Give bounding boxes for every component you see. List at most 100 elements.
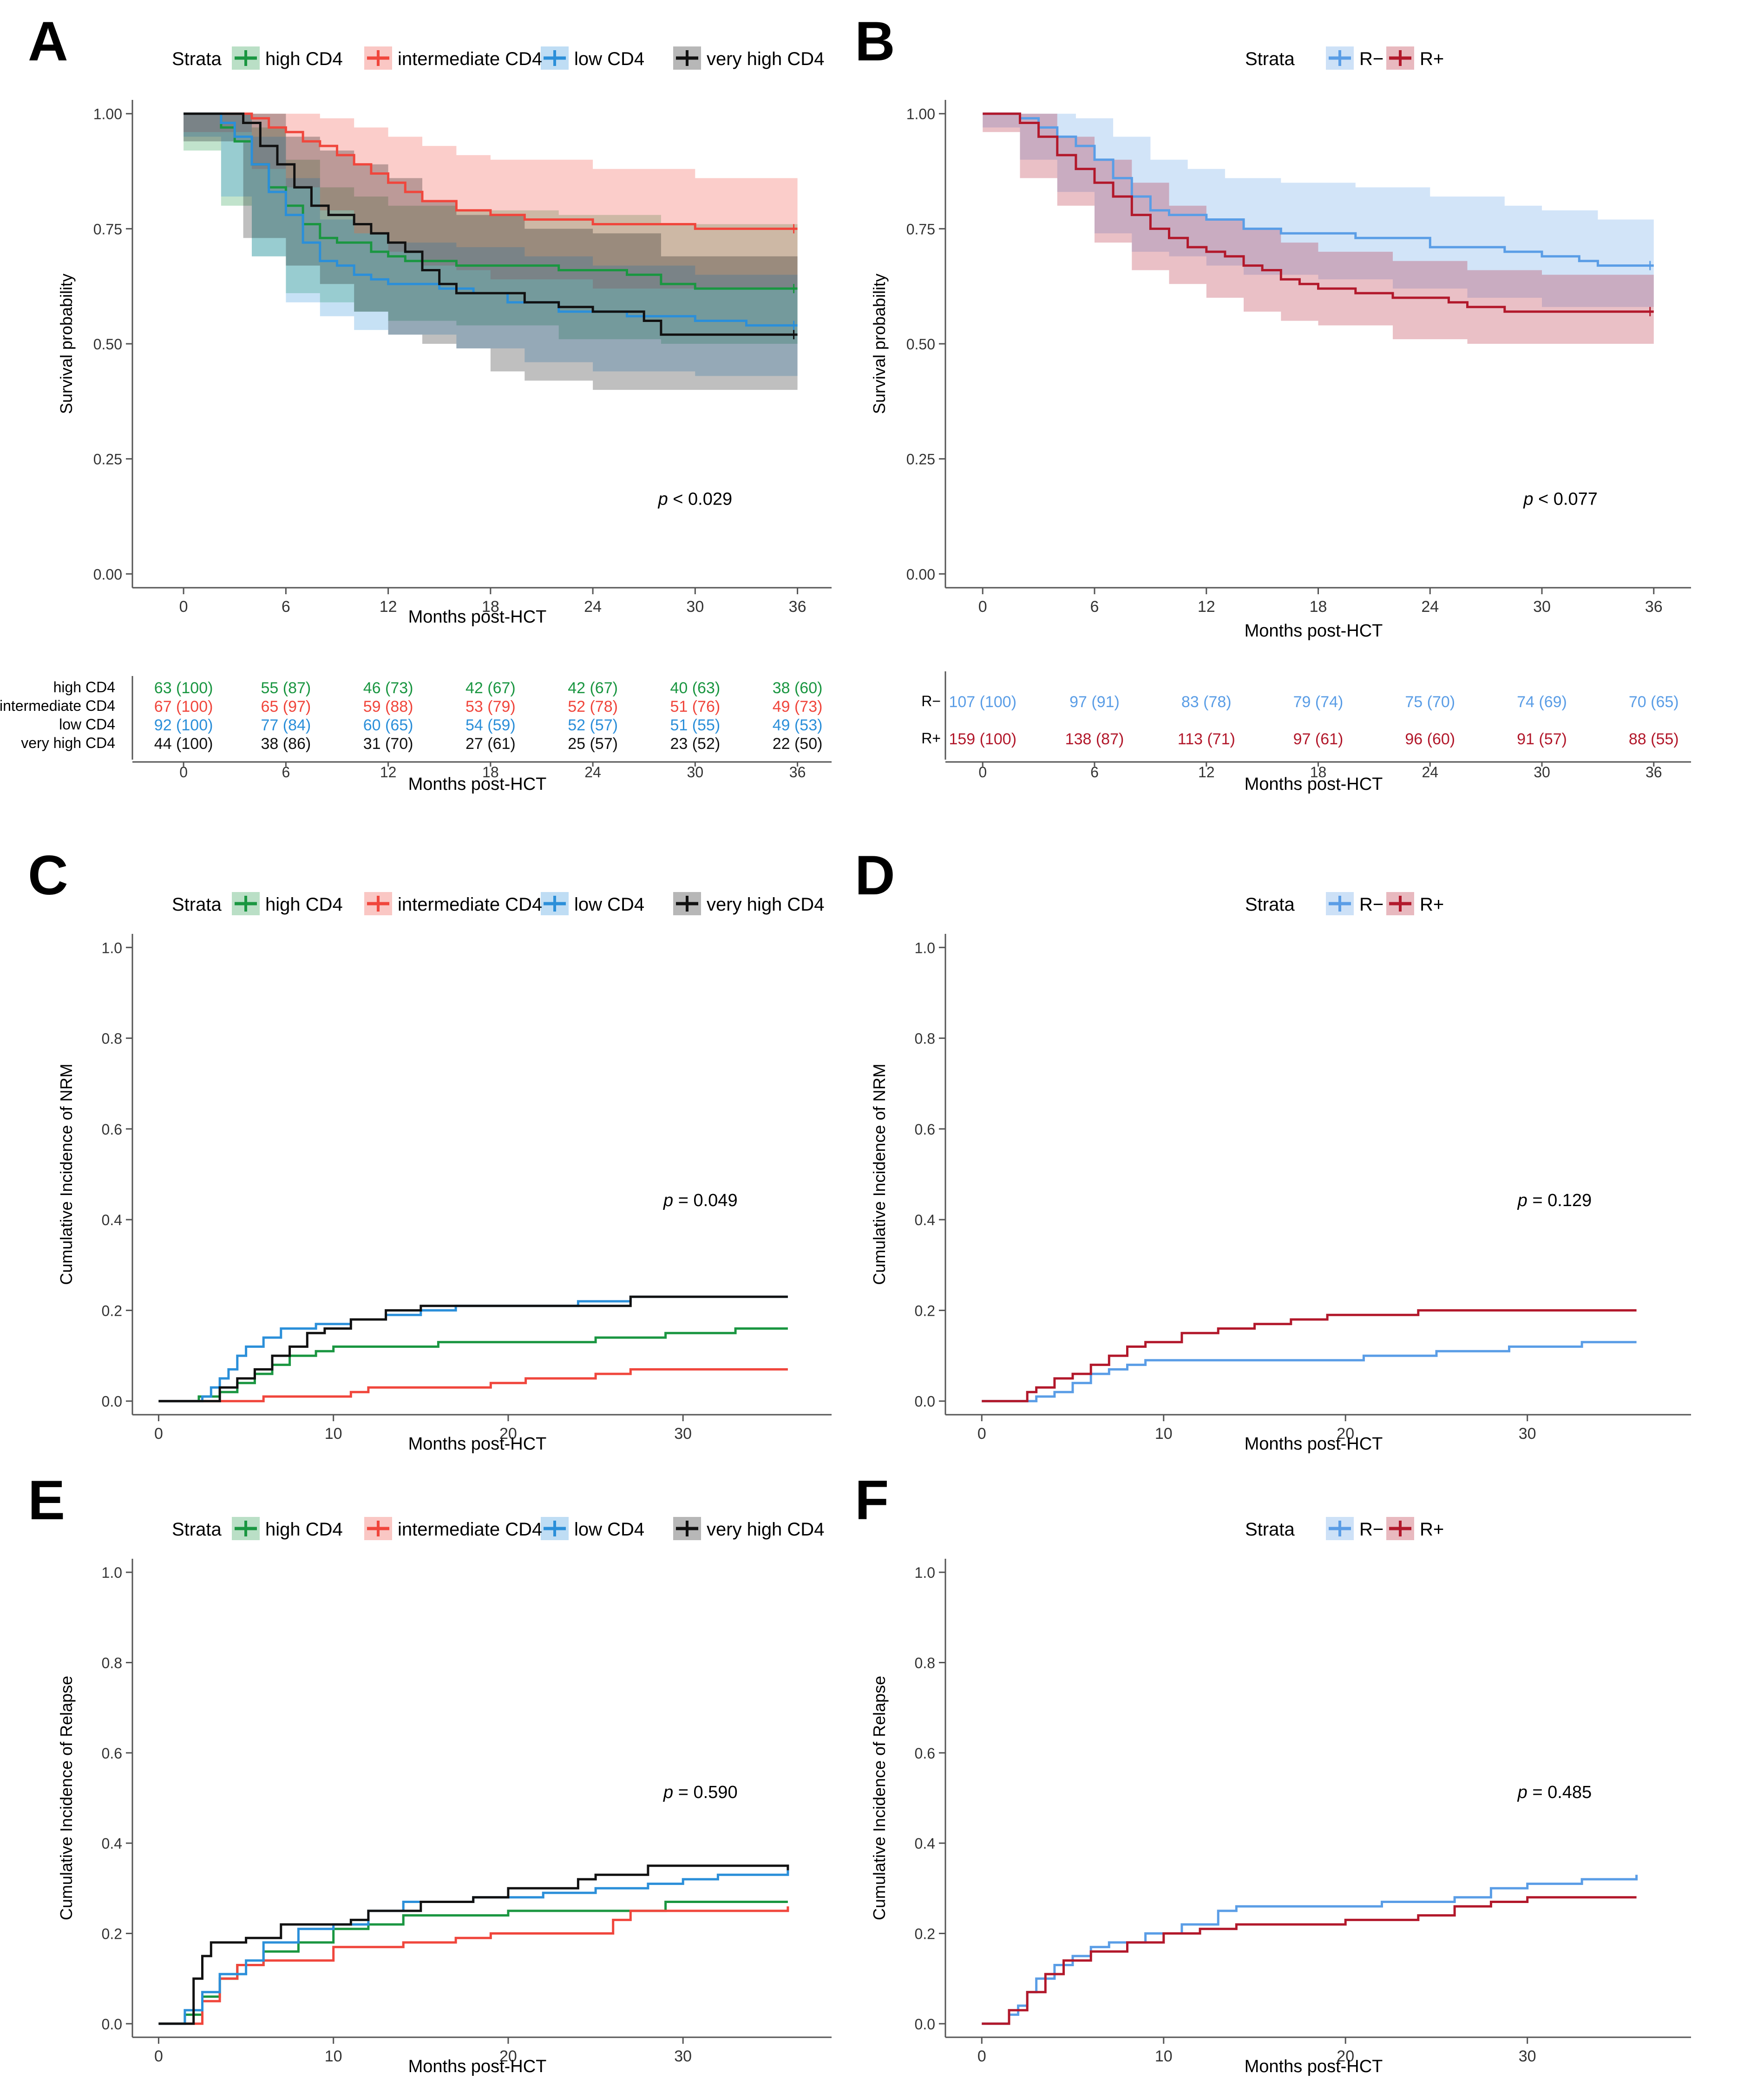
legend-entry: R+ (1420, 1519, 1444, 1540)
curve-rpos (983, 112, 1654, 313)
risk-row-label: R− (921, 693, 941, 709)
y-tick-label: 0.4 (915, 1835, 935, 1852)
risk-cell: 97 (61) (1293, 730, 1344, 748)
y-tick-label: 1.0 (102, 1564, 122, 1581)
risk-row-label: intermediate CD4 (0, 697, 115, 714)
panel-a: A Strata high CD4 intermediate CD4 low CD4 ve… (0, 10, 832, 794)
risk-x-tick-label: 6 (282, 764, 290, 781)
risk-x-axis-title: Months post-HCT (408, 774, 547, 794)
risk-cell: 96 (60) (1405, 730, 1455, 748)
y-tick-label: 0.2 (102, 1302, 122, 1319)
y-axis-title: Survival probability (57, 274, 76, 414)
x-tick-label: 0 (978, 598, 987, 616)
p-value-symbol: p (658, 490, 668, 509)
y-tick-label: 0.4 (915, 1212, 935, 1228)
risk-x-tick-label: 36 (789, 764, 806, 781)
y-tick-label: 0.2 (915, 1926, 935, 1942)
legend-title: Strata (1245, 49, 1295, 69)
y-tick-label: 0.0 (915, 1393, 935, 1410)
risk-cell: 27 (61) (466, 735, 516, 753)
x-tick-label: 30 (674, 1425, 692, 1443)
risk-x-tick-label: 18 (1310, 764, 1327, 781)
ci-band-intermediate (184, 113, 798, 289)
y-tick-label: 0.50 (906, 336, 935, 353)
risk-x-tick-label: 0 (978, 764, 987, 781)
p-value: p = 0.129 (1517, 1191, 1592, 1210)
legend-entry: R− (1359, 1519, 1383, 1540)
risk-cell: 63 (100) (154, 679, 213, 697)
curve-intermediate (184, 112, 798, 230)
p-value-symbol: p (1517, 1783, 1528, 1802)
risk-row-label: high CD4 (53, 679, 115, 696)
risk-x-tick-label: 12 (380, 764, 397, 781)
y-tick-label: 0.0 (102, 2016, 122, 2033)
risk-cell: 38 (60) (773, 679, 823, 697)
y-tick-label: 0.00 (906, 566, 935, 583)
risk-cell: 83 (78) (1181, 693, 1232, 711)
legend-entry: intermediate CD4 (398, 1519, 542, 1540)
panel-f: F Strata R− R+ 0 10 20 30 0.0 0.2 0.4 0.6 0.8 1.0 Mont… (855, 1469, 1691, 2076)
axes: 0 10 20 30 0.0 0.2 0.4 0.6 0.8 1.0 Months post-HCT… (57, 934, 832, 1454)
ci-band-rpos (983, 113, 1654, 344)
legend-entry: high CD4 (265, 894, 343, 915)
curve-rpos (982, 1896, 1637, 2025)
x-tick-label: 0 (179, 598, 188, 616)
y-tick-label: 0.25 (906, 451, 935, 468)
curves (158, 1864, 789, 2025)
legend-entry: low CD4 (574, 49, 644, 69)
x-axis-title: Months post-HCT (408, 1434, 547, 1454)
p-value: p = 0.049 (663, 1191, 738, 1210)
y-tick-label: 0.8 (915, 1654, 935, 1671)
curve-rneg (983, 112, 1654, 267)
ci-band-high (184, 113, 798, 344)
y-tick-label: 0.2 (915, 1302, 935, 1319)
x-tick-label: 20 (1337, 1425, 1354, 1443)
p-value: p = 0.485 (1517, 1783, 1592, 1802)
risk-cell: 51 (55) (670, 716, 720, 734)
panel-b: B Strata R− R+ 0 6 12 18 24 30 36 0.00 0.25 0.50 0.75 1… (855, 10, 1691, 794)
risk-cell: 67 (100) (154, 698, 213, 715)
risk-cell: 55 (87) (261, 679, 311, 697)
x-tick-label: 6 (282, 598, 290, 616)
risk-cell: 59 (88) (363, 698, 413, 715)
risk-cell: 53 (79) (466, 698, 516, 715)
risk-cell: 54 (59) (466, 716, 516, 734)
risk-table: high CD4 63 (100) 55 (87) 46 (73) 42 (67) 42 … (0, 676, 832, 794)
curve-intermediate (158, 1906, 789, 2025)
curve-intermediate (158, 1368, 788, 1403)
panel-c: C Strata high CD4 intermediate CD4 low CD4 ve… (28, 844, 832, 1454)
risk-cell: 91 (57) (1517, 730, 1567, 748)
axes: 0 10 20 30 0.0 0.2 0.4 0.6 0.8 1.0 Months post-HCT… (57, 1559, 832, 2076)
x-tick-label: 20 (1337, 2048, 1354, 2065)
risk-cell: 25 (57) (568, 735, 618, 753)
y-axis-title: Survival probability (870, 274, 889, 414)
curves (982, 1875, 1638, 2025)
y-axis-title: Cumulative Incidence of NRM (870, 1063, 889, 1285)
y-tick-label: 1.00 (93, 106, 122, 123)
legend-title: Strata (1245, 894, 1295, 915)
legend-entry: R+ (1420, 49, 1444, 69)
legend-title: Strata (1245, 1519, 1295, 1540)
curves (983, 112, 1654, 316)
risk-cell: 79 (74) (1293, 693, 1344, 711)
legend: Strata R− R+ (1245, 1517, 1444, 1540)
risk-cell: 70 (65) (1629, 693, 1679, 711)
ci-band-rneg (983, 113, 1654, 307)
legend-entry: very high CD4 (707, 49, 824, 69)
curve-high (158, 1901, 788, 2025)
axes: 0 10 20 30 0.0 0.2 0.4 0.6 0.8 1.0 Months post-HCT… (870, 1559, 1691, 2076)
y-tick-label: 0.8 (102, 1030, 122, 1047)
legend-entry: intermediate CD4 (398, 49, 542, 69)
legend-entry: R+ (1420, 894, 1444, 915)
risk-cell: 60 (65) (363, 716, 413, 734)
risk-cell: 49 (53) (773, 716, 823, 734)
risk-cell: 44 (100) (154, 735, 213, 753)
x-axis-title: Months post-HCT (1245, 1434, 1383, 1454)
axes: 0 10 20 30 0.0 0.2 0.4 0.6 0.8 1.0 Months post-HCT… (870, 934, 1691, 1454)
x-tick-label: 24 (1421, 598, 1439, 616)
legend-entry: low CD4 (574, 894, 644, 915)
legend-title: Strata (172, 49, 222, 69)
panel-letter: D (855, 844, 895, 906)
x-axis-title: Months post-HCT (408, 607, 547, 627)
risk-row-label: very high CD4 (21, 735, 115, 751)
